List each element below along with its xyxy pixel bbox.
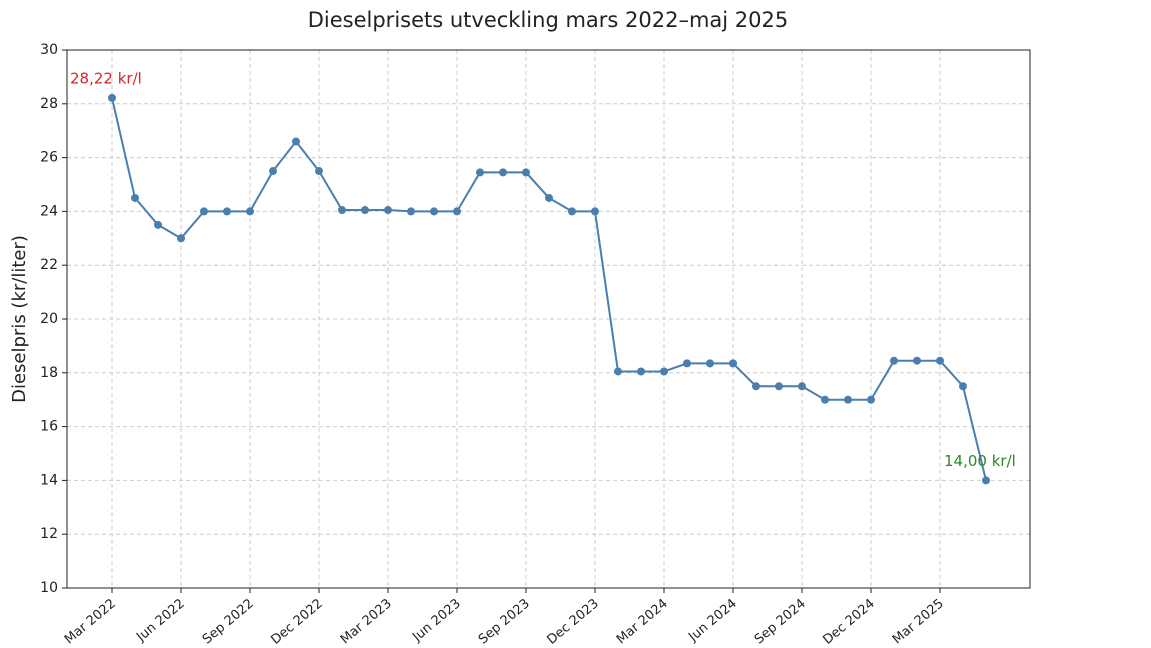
annotation: 28,22 kr/l <box>70 69 142 87</box>
y-tick-label: 22 <box>40 257 58 273</box>
point <box>361 206 369 215</box>
y-tick-label: 10 <box>40 580 58 596</box>
point <box>752 382 760 391</box>
point <box>246 207 254 216</box>
point <box>522 168 530 177</box>
point <box>499 168 507 177</box>
y-tick-label: 18 <box>40 365 58 381</box>
annotation: 14,00 kr/l <box>944 452 1016 470</box>
point <box>384 206 392 215</box>
x-tick-label: Dec 2023 <box>544 596 601 648</box>
point <box>407 207 415 216</box>
x-tick-label: Mar 2022 <box>62 596 119 647</box>
x-tick-label: Jun 2023 <box>409 596 463 645</box>
y-tick-label: 14 <box>40 472 58 488</box>
y-tick-label: 20 <box>40 311 58 327</box>
line <box>111 97 987 481</box>
point <box>913 356 921 365</box>
point <box>982 476 990 485</box>
x-tick-label: Mar 2025 <box>890 596 947 647</box>
point <box>545 193 553 202</box>
point <box>821 395 829 404</box>
x-tick-label: Jun 2022 <box>133 596 187 645</box>
x-tick-label: Mar 2024 <box>614 596 671 647</box>
chart-title: Dieselprisets utveckling mars 2022–maj 2… <box>308 8 789 32</box>
y-tick-label: 24 <box>40 203 58 219</box>
point <box>683 359 691 368</box>
x-tick-label: Dec 2024 <box>820 596 877 648</box>
point <box>591 207 599 216</box>
point <box>476 168 484 177</box>
point <box>775 382 783 391</box>
x-tick-label: Jun 2024 <box>685 596 739 645</box>
point <box>108 93 116 102</box>
point <box>154 220 162 229</box>
y-tick-label: 12 <box>40 526 58 542</box>
point <box>614 367 622 376</box>
point <box>338 206 346 215</box>
point <box>959 382 967 391</box>
point <box>269 167 277 176</box>
x-tick-label: Sep 2024 <box>752 596 809 647</box>
y-tick-label: 30 <box>40 42 58 58</box>
point <box>568 207 576 216</box>
point <box>637 367 645 376</box>
point <box>223 207 231 216</box>
y-tick-label: 28 <box>40 96 58 112</box>
y-axis-label: Dieselpris (kr/liter) <box>9 235 30 403</box>
point <box>131 193 139 202</box>
point <box>430 207 438 216</box>
point <box>200 207 208 216</box>
point <box>936 356 944 365</box>
point <box>660 367 668 376</box>
point <box>292 137 300 146</box>
point <box>844 395 852 404</box>
x-tick-label: Sep 2023 <box>476 596 533 647</box>
point <box>890 356 898 365</box>
point <box>867 395 875 404</box>
x-tick-label: Mar 2023 <box>338 596 395 647</box>
point <box>729 359 737 368</box>
point <box>177 234 185 243</box>
y-tick-label: 16 <box>40 419 58 435</box>
point <box>453 207 461 216</box>
point <box>798 382 806 391</box>
plot-frame <box>66 49 1031 589</box>
y-tick-label: 26 <box>40 150 58 166</box>
x-tick-label: Sep 2022 <box>200 596 257 647</box>
point <box>706 359 714 368</box>
x-tick-label: Dec 2022 <box>268 596 325 648</box>
point <box>315 167 323 176</box>
